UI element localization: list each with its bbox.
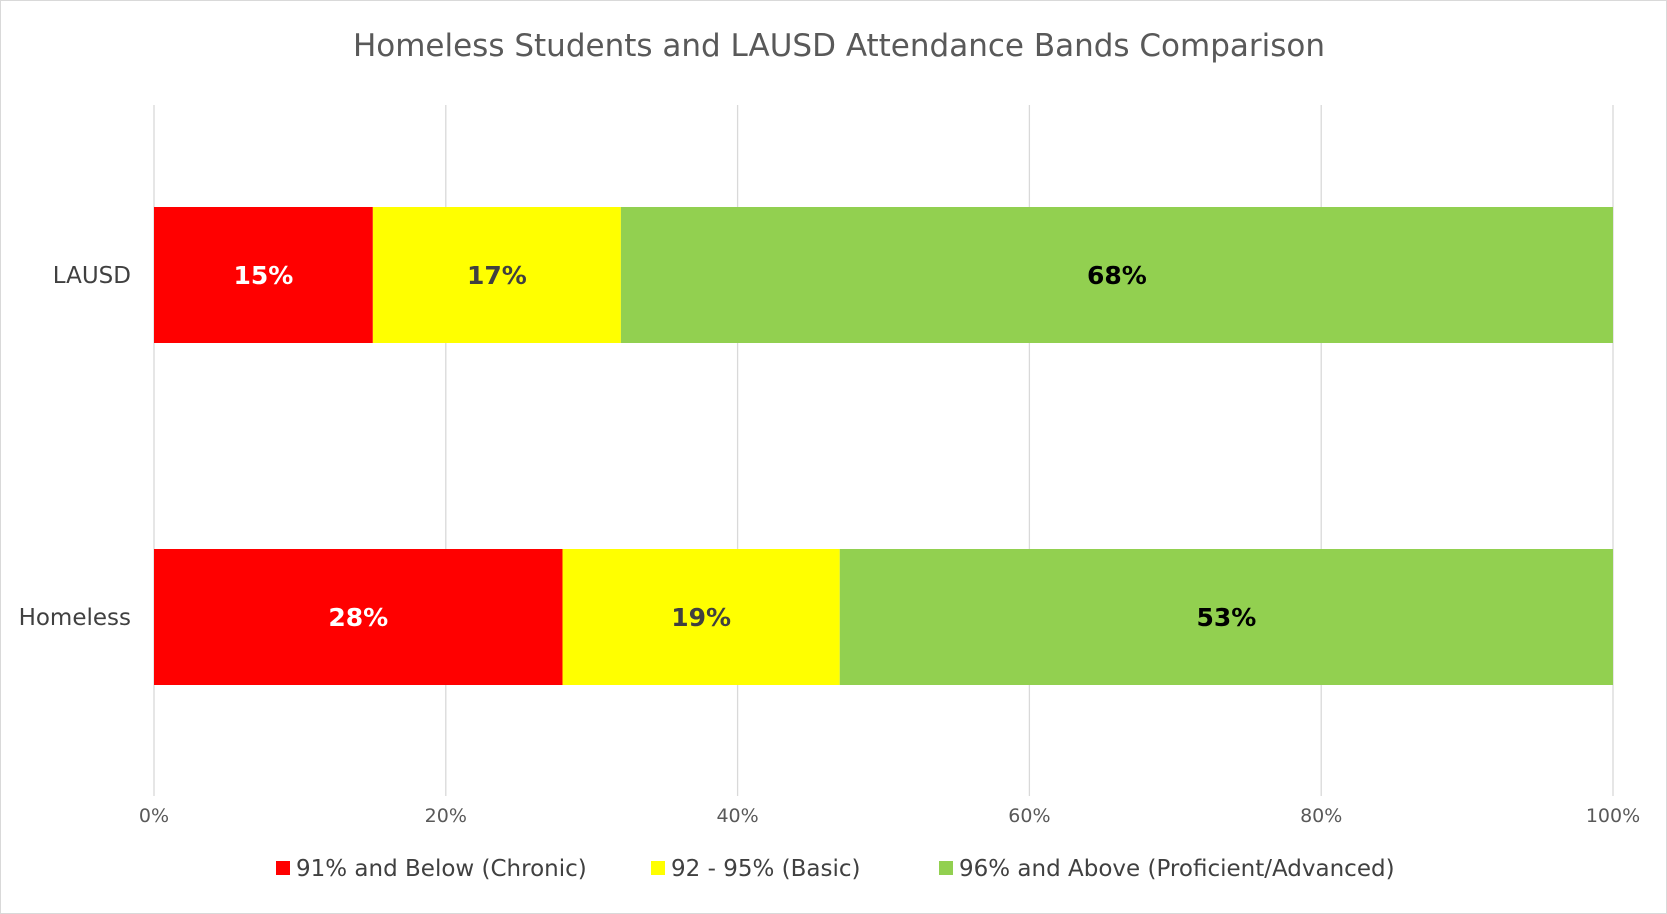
x-tick-label: 60% bbox=[1008, 805, 1050, 827]
legend-label: 96% and Above (Proficient/Advanced) bbox=[959, 856, 1395, 882]
data-label: 53% bbox=[1196, 603, 1256, 632]
data-label: 68% bbox=[1087, 261, 1147, 290]
data-label: 28% bbox=[328, 603, 388, 632]
legend-swatch bbox=[939, 861, 953, 875]
category-label: LAUSD bbox=[53, 263, 131, 289]
bar-segment bbox=[154, 207, 373, 343]
category-label: Homeless bbox=[19, 605, 131, 631]
bar-labels: 15% 17% 68% 28% 19% 53% bbox=[234, 261, 1257, 632]
x-axis-ticks: 0% 20% 40% 60% 80% 100% bbox=[139, 805, 1640, 827]
legend-label: 92 - 95% (Basic) bbox=[671, 856, 860, 882]
data-label: 17% bbox=[467, 261, 527, 290]
bars bbox=[154, 207, 1613, 685]
x-tick-label: 80% bbox=[1300, 805, 1342, 827]
x-tick-label: 20% bbox=[425, 805, 467, 827]
category-labels: LAUSD Homeless bbox=[19, 263, 131, 631]
legend-swatch bbox=[651, 861, 665, 875]
chart-title: Homeless Students and LAUSD Attendance B… bbox=[353, 28, 1325, 64]
x-tick-label: 40% bbox=[716, 805, 758, 827]
bar-segment bbox=[154, 549, 563, 685]
bar-segment bbox=[562, 549, 840, 685]
legend-label: 91% and Below (Chronic) bbox=[296, 856, 587, 882]
legend-item: 96% and Above (Proficient/Advanced) bbox=[939, 856, 1395, 882]
legend-item: 92 - 95% (Basic) bbox=[651, 856, 860, 882]
data-label: 15% bbox=[234, 261, 294, 290]
x-tick-label: 100% bbox=[1586, 805, 1640, 827]
legend: 91% and Below (Chronic) 92 - 95% (Basic) 9… bbox=[276, 856, 1395, 882]
x-tick-label: 0% bbox=[139, 805, 169, 827]
bar-segment bbox=[372, 207, 621, 343]
legend-item: 91% and Below (Chronic) bbox=[276, 856, 587, 882]
bar-segment bbox=[620, 207, 1613, 343]
legend-swatch bbox=[276, 861, 290, 875]
bar-segment bbox=[839, 549, 1613, 685]
data-label: 19% bbox=[671, 603, 731, 632]
